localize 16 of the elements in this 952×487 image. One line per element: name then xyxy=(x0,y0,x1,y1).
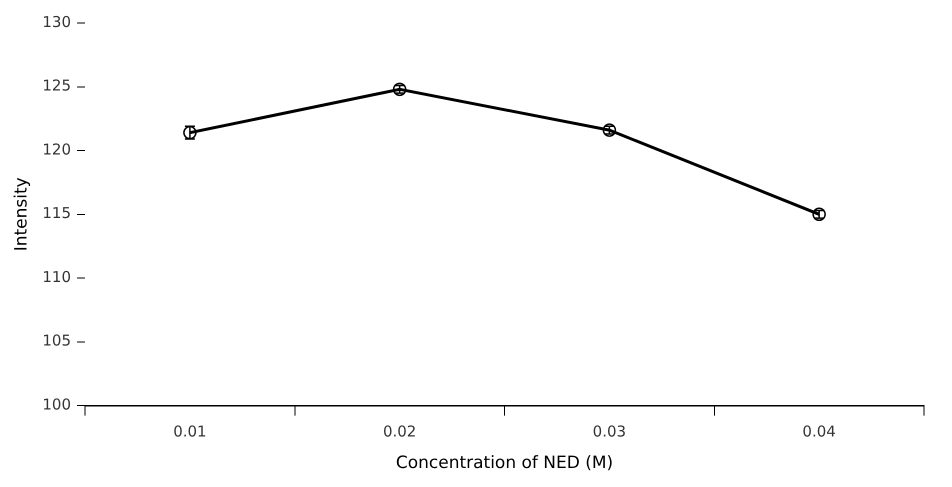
point xyxy=(392,82,406,96)
point xyxy=(602,123,616,137)
point xyxy=(812,208,826,222)
y-tick-label: 120 xyxy=(42,140,72,158)
y-tick-label: 115 xyxy=(42,204,72,222)
x-tick-label: 0.04 xyxy=(802,422,836,440)
x-tick-label: 0.02 xyxy=(382,422,416,440)
x-tick-label: 0.03 xyxy=(592,422,626,440)
y-axis-title: Intensity xyxy=(12,177,32,252)
x-tick-label: 0.01 xyxy=(173,422,207,440)
y-tick-label: 130 xyxy=(42,12,72,31)
x-axis-title: Concentration of NED (M) xyxy=(396,453,614,474)
y-tick-label: 125 xyxy=(42,76,72,95)
y-tick-label: 110 xyxy=(42,268,72,286)
y-tick-label: 105 xyxy=(42,332,72,350)
y-tick-label: 100 xyxy=(42,395,72,414)
